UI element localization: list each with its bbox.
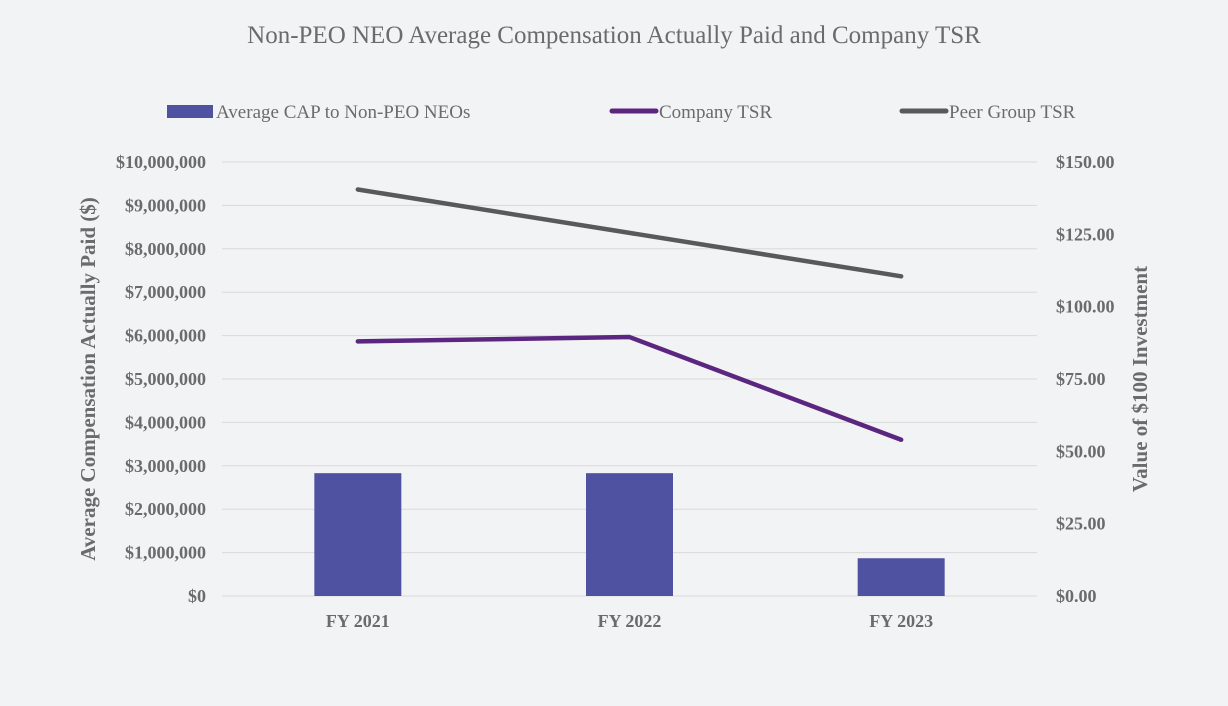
right-axis-title: Value of $100 Investment (1128, 266, 1152, 492)
bar-series (314, 473, 945, 596)
left-tick-label: $9,000,000 (125, 195, 206, 215)
right-tick-label: $50.00 (1056, 441, 1106, 461)
left-axis-ticks: $0 $1,000,000 $2,000,000 $3,000,000 $4,000,0… (116, 152, 206, 606)
legend-label-peer-tsr: Peer Group TSR (949, 102, 1076, 123)
right-tick-label: $75.00 (1056, 369, 1106, 389)
right-axis-ticks: $0.00 $25.00 $50.00 $75.00 $100.00 $125.00 $15… (1056, 152, 1115, 606)
right-tick-label: $0.00 (1056, 586, 1097, 606)
left-tick-label: $5,000,000 (125, 369, 206, 389)
category-axis-ticks: FY 2021 FY 2022 FY 2023 (326, 611, 933, 631)
right-tick-label: $125.00 (1056, 224, 1115, 244)
left-tick-label: $4,000,000 (125, 412, 206, 432)
legend-swatch-bars (167, 105, 213, 118)
left-tick-label: $6,000,000 (125, 326, 206, 346)
left-tick-label: $7,000,000 (125, 282, 206, 302)
legend-label-bars: Average CAP to Non-PEO NEOs (216, 102, 470, 123)
legend: Average CAP to Non-PEO NEOs Company TSR … (167, 102, 1076, 123)
left-tick-label: $8,000,000 (125, 239, 206, 259)
line-series (355, 187, 904, 443)
left-tick-label: $2,000,000 (125, 499, 206, 519)
bar-fy-2021 (314, 473, 402, 596)
bar-fy-2023 (857, 558, 945, 596)
left-tick-label: $3,000,000 (125, 456, 206, 476)
left-tick-label: $10,000,000 (116, 152, 206, 172)
right-tick-label: $150.00 (1056, 152, 1115, 172)
chart-title: Non-PEO NEO Average Compensation Actuall… (247, 22, 981, 49)
line-company-tsr (355, 334, 904, 443)
right-tick-label: $100.00 (1056, 297, 1115, 317)
left-tick-label: $1,000,000 (125, 543, 206, 563)
category-label: FY 2022 (598, 611, 662, 631)
category-label: FY 2023 (869, 611, 933, 631)
legend-label-company-tsr: Company TSR (659, 102, 772, 123)
left-axis-title: Average Compensation Actually Paid ($) (76, 197, 100, 561)
line-peer-group-tsr (355, 187, 904, 279)
category-label: FY 2021 (326, 611, 390, 631)
left-tick-label: $0 (188, 586, 206, 606)
right-tick-label: $25.00 (1056, 514, 1106, 534)
bar-fy-2022 (586, 473, 673, 596)
